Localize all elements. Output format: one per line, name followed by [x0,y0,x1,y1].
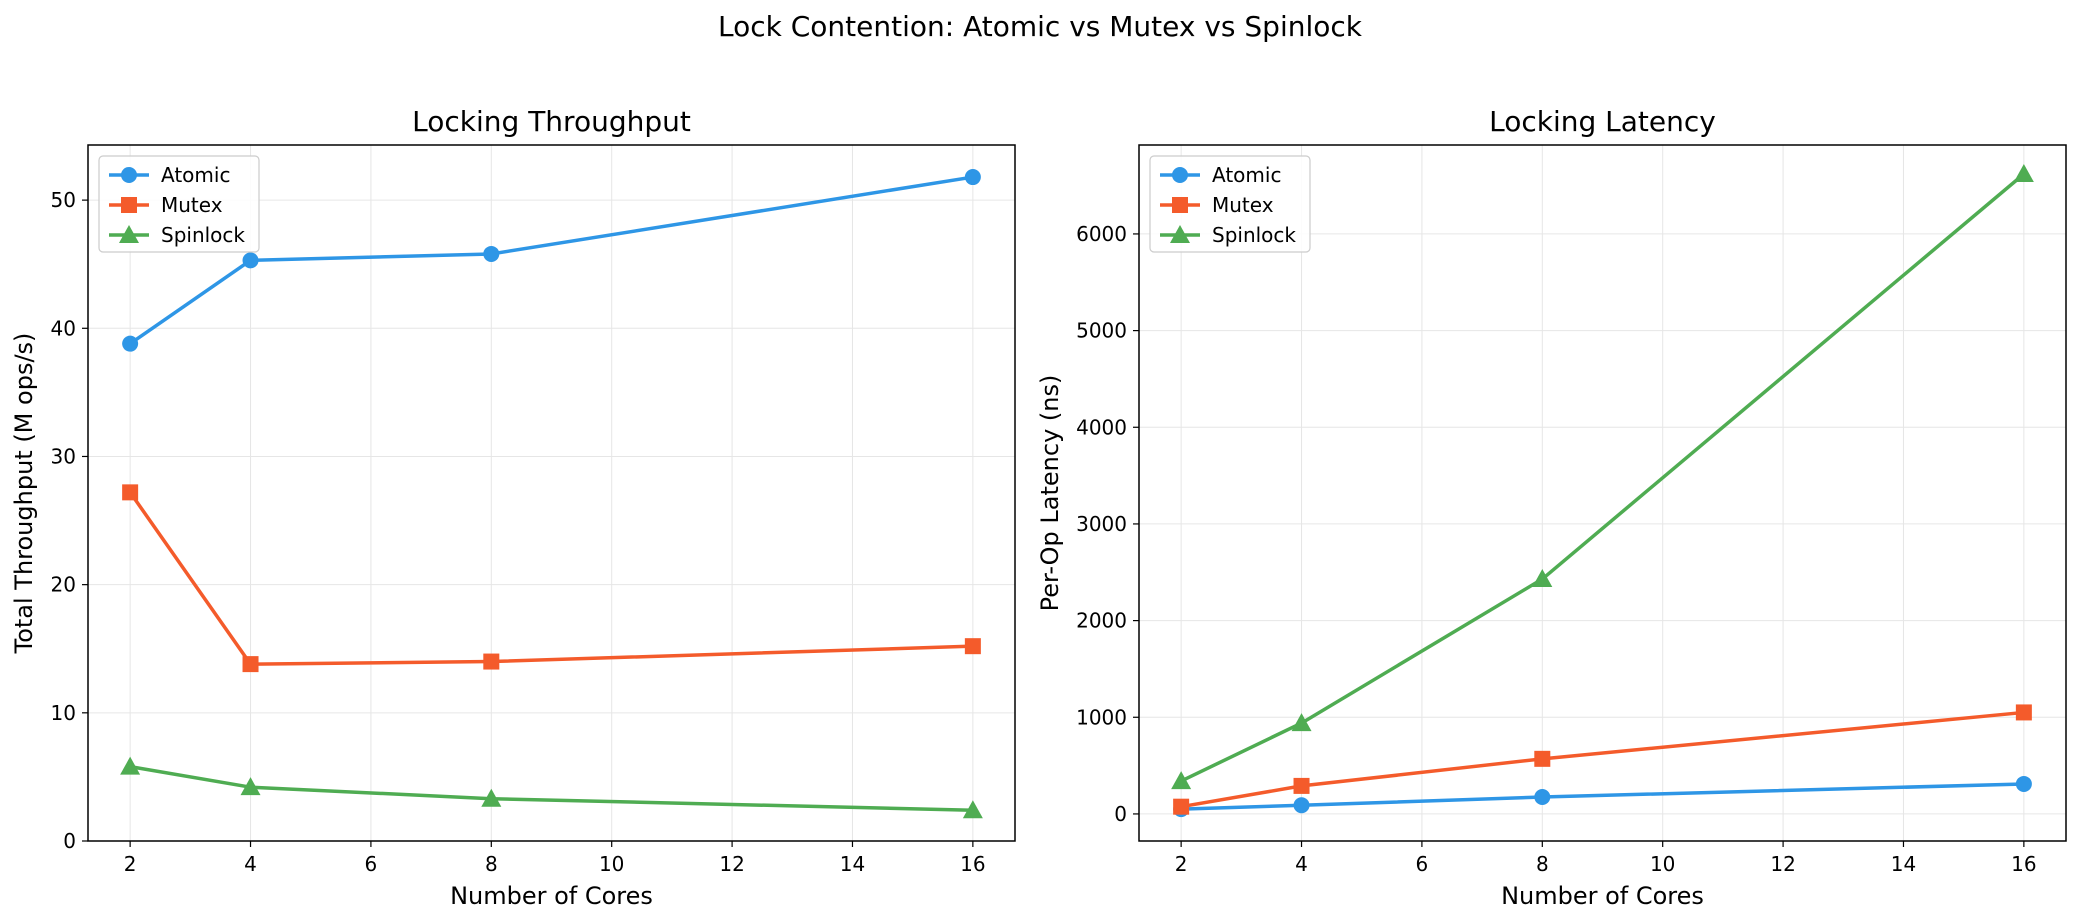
latency-title: Locking Latency [1489,105,1716,138]
latency-ytick-label: 3000 [1076,512,1127,536]
throughput-atomic-line [129,175,974,346]
latency-mutex-point [2015,704,2032,721]
latency-xtick-label: 14 [1891,852,1916,876]
throughput-ytick-label: 40 [51,316,76,340]
throughput-legend-mutex-label: Mutex [161,193,223,217]
throughput-panel: 2 4 6 8 10 12 14 16 0 10 20 30 40 50 Locking Throughpu… [10,105,1016,910]
throughput-atomic-point [964,169,981,186]
latency-ytick-label: 6000 [1076,222,1127,246]
latency-legend-mutex-label: Mutex [1212,193,1274,217]
latency-atomic-point [1534,789,1551,806]
throughput-xtick-label: 4 [244,852,257,876]
throughput-ytick-label: 10 [51,701,76,725]
latency-xtick-label: 8 [1536,852,1549,876]
throughput-atomic-point [483,245,500,262]
latency-legend-atomic-label: Atomic [1212,163,1281,187]
latency-xtick-label: 4 [1295,852,1308,876]
latency-atomic-point [1293,797,1310,814]
latency-ytick-label: 5000 [1076,319,1127,343]
throughput-xtick-label: 12 [719,852,744,876]
latency-ytick-label: 1000 [1076,705,1127,729]
throughput-legend-spinlock-marker [119,225,139,243]
throughput-legend-atomic-marker [121,167,137,183]
throughput-mutex-line [128,491,973,666]
throughput-ytick-label: 50 [51,188,76,212]
throughput-spinlock-point [962,800,983,819]
throughput-xtick-label: 14 [840,852,865,876]
throughput-mutex-point [964,638,981,655]
throughput-xtick-label: 8 [485,852,498,876]
latency-axes-frame [1138,144,2067,842]
throughput-legend: Atomic Mutex Spinlock [98,155,260,253]
throughput-xtick-label: 10 [599,852,624,876]
throughput-mutex-point [122,484,139,501]
throughput-legend-mutex-marker [121,197,137,213]
throughput-axes-frame [87,144,1016,842]
latency-mutex-point [1293,777,1310,794]
latency-spinlock-point [1291,713,1312,732]
throughput-mutex-point [483,653,500,670]
throughput-xtick-label: 6 [365,852,378,876]
throughput-atomic-point [122,335,139,352]
latency-spinlock-point [2013,164,2034,182]
latency-mutex-point [1534,750,1551,767]
throughput-legend-box [98,155,260,253]
latency-spinlock-point [1532,569,1553,588]
latency-mutex-point [1173,798,1190,815]
latency-xtick-label: 16 [2011,852,2036,876]
latency-ytick-label: 2000 [1076,609,1127,633]
latency-xlabel: Number of Cores [1501,882,1704,910]
latency-legend-spinlock-label: Spinlock [1212,223,1296,247]
throughput-legend-spinlock-label: Spinlock [161,223,245,247]
latency-panel: 2 4 6 8 10 12 14 16 0 1000 2000 3000 4000 5000 6000 Loc… [1036,105,2067,910]
throughput-spinlock-line [129,764,973,812]
latency-legend-box [1149,155,1311,253]
latency-ylabel: Per-Op Latency (ns) [1036,375,1064,612]
throughput-ytick-label: 0 [63,829,76,853]
latency-atomic-line [1181,782,2024,811]
latency-legend-atomic-marker [1172,167,1188,183]
latency-xtick-label: 10 [1650,852,1675,876]
latency-ytick-label: 0 [1114,802,1127,826]
throughput-ytick-label: 20 [51,573,76,597]
throughput-atomic-point [242,252,259,269]
throughput-xtick-label: 16 [960,852,985,876]
latency-legend-spinlock-marker [1170,225,1190,243]
latency-xtick-label: 6 [1416,852,1429,876]
latency-atomic-point [2015,775,2032,792]
latency-xtick-label: 12 [1770,852,1795,876]
figure-suptitle: Lock Contention: Atomic vs Mutex vs Spin… [717,10,1362,43]
latency-xtick-label: 2 [1175,852,1188,876]
throughput-ylabel: Total Throughput (M ops/s) [10,333,38,655]
throughput-ytick-label: 30 [51,444,76,468]
throughput-legend-atomic-label: Atomic [161,163,230,187]
throughput-xlabel: Number of Cores [450,882,653,910]
throughput-spinlock-point [120,756,141,775]
latency-mutex-line [1180,710,2025,809]
latency-spinlock-point [1171,771,1192,790]
throughput-spinlock-point [240,777,261,796]
latency-legend-mutex-marker [1172,197,1188,213]
latency-legend: Atomic Mutex Spinlock [1149,155,1311,253]
latency-ytick-label: 4000 [1076,415,1127,439]
throughput-mutex-point [242,656,259,673]
throughput-spinlock-point [481,788,502,807]
throughput-title: Locking Throughput [412,105,691,138]
throughput-xtick-label: 2 [124,852,137,876]
latency-spinlock-line [1180,172,2025,783]
